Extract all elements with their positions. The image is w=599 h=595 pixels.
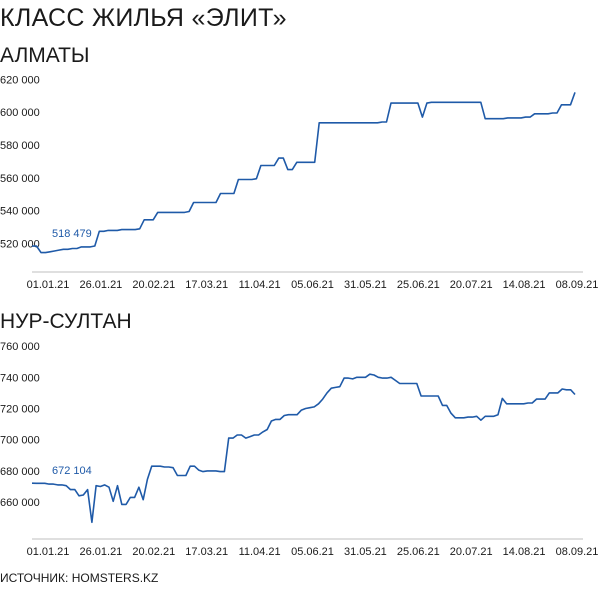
y-tick-label: 700 000 — [0, 435, 40, 447]
x-tick-label: 05.06.21 — [291, 279, 334, 291]
chart-title-almaty: АЛМАТЫ — [0, 44, 90, 67]
y-tick-label: 600 000 — [0, 107, 40, 119]
y-tick-label: 520 000 — [0, 239, 40, 251]
x-tick-label: 14.08.21 — [503, 279, 546, 291]
x-tick-label: 31.05.21 — [344, 279, 387, 291]
y-tick-label: 540 000 — [0, 206, 40, 218]
x-tick-label: 08.09.21 — [556, 279, 599, 291]
x-tick-label: 11.04.21 — [239, 546, 281, 558]
line-chart-nur-sultan: 660 000 680 000 700 000 720 000 740 000 760 0… — [0, 341, 599, 558]
chart-title-nur-sultan: НУР-СУЛТАН — [0, 310, 132, 333]
x-tick-label: 20.07.21 — [450, 279, 493, 291]
x-tick-label: 14.08.21 — [503, 546, 546, 558]
x-tick-label: 17.03.21 — [185, 279, 228, 291]
x-tick-label: 05.06.21 — [291, 546, 334, 558]
x-tick-label: 17.03.21 — [185, 546, 228, 558]
x-tick-label: 08.09.21 — [556, 546, 599, 558]
x-tick-label: 01.01.21 — [27, 546, 70, 558]
x-tick-label: 20.07.21 — [450, 546, 493, 558]
data-label-start: 518 479 — [52, 228, 92, 240]
y-tick-label: 760 000 — [0, 341, 40, 353]
y-tick-label: 680 000 — [0, 466, 40, 478]
x-tick-label: 11.04.21 — [239, 279, 281, 291]
y-tick-label: 720 000 — [0, 403, 40, 415]
x-tick-label: 31.05.21 — [344, 546, 387, 558]
y-tick-label: 560 000 — [0, 173, 40, 185]
y-tick-label: 620 000 — [0, 74, 40, 86]
x-tick-label: 26.01.21 — [79, 279, 122, 291]
x-tick-label: 26.01.21 — [79, 546, 122, 558]
y-tick-label: 740 000 — [0, 372, 40, 384]
data-label-start: 672 104 — [52, 465, 92, 477]
source-note: ИСТОЧНИК: HOMSTERS.KZ — [0, 571, 159, 585]
y-tick-label: 580 000 — [0, 140, 40, 152]
x-tick-label: 01.01.21 — [27, 279, 70, 291]
x-tick-label: 25.06.21 — [397, 279, 440, 291]
page-title: КЛАСС ЖИЛЬЯ «ЭЛИТ» — [0, 4, 287, 32]
line-chart-almaty: 520 000 540 000 560 000 580 000 600 000 620 0… — [0, 74, 599, 291]
x-tick-label: 20.02.21 — [132, 279, 175, 291]
x-tick-label: 25.06.21 — [397, 546, 440, 558]
x-tick-label: 20.02.21 — [132, 546, 175, 558]
series-line — [31, 373, 576, 524]
y-tick-label: 660 000 — [0, 497, 40, 509]
series-line — [31, 92, 576, 254]
